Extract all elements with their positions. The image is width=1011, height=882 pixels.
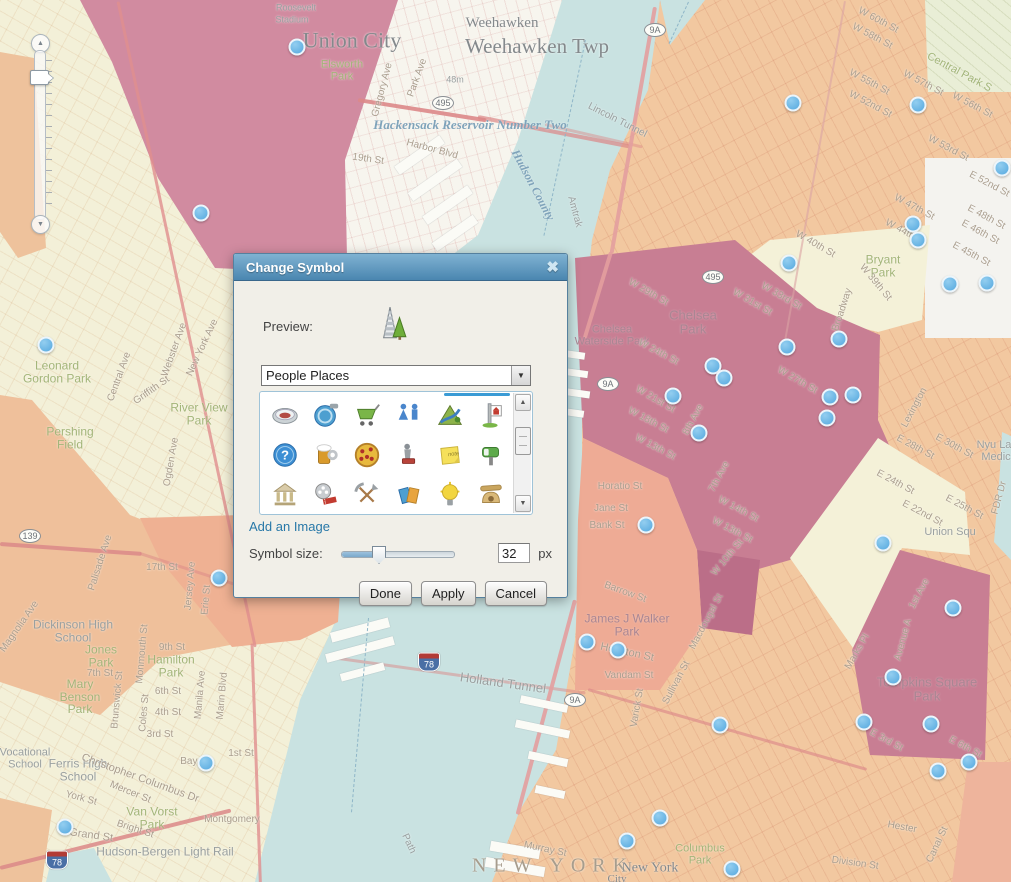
cancel-button[interactable]: Cancel: [484, 581, 547, 606]
map-marker[interactable]: [723, 860, 741, 878]
chevron-down-icon[interactable]: ▼: [511, 366, 530, 385]
symbol-size-input[interactable]: [498, 543, 530, 563]
symbol-size-slider[interactable]: [341, 546, 455, 564]
map-marker[interactable]: [944, 599, 962, 617]
map-marker[interactable]: [978, 274, 996, 292]
scrollbar-thumb[interactable]: [515, 427, 531, 455]
map-marker[interactable]: [855, 713, 873, 731]
map-marker[interactable]: [618, 832, 636, 850]
zoom-slider-ticks: [46, 60, 52, 210]
symbol-stadium-icon[interactable]: [264, 395, 305, 435]
map-marker[interactable]: [664, 387, 682, 405]
map-marker[interactable]: [197, 754, 215, 772]
symbol-grid: ? note: [264, 395, 512, 511]
map-marker[interactable]: [637, 516, 655, 534]
zoom-out-button[interactable]: ▼: [31, 215, 50, 234]
close-icon[interactable]: ✖: [546, 258, 559, 276]
symbol-real-estate-sign-icon[interactable]: [471, 395, 512, 435]
map-marker[interactable]: [609, 641, 627, 659]
map-marker[interactable]: [818, 409, 836, 427]
symbol-note-icon[interactable]: note: [429, 435, 470, 475]
symbol-idea-icon[interactable]: [429, 475, 470, 515]
map-marker[interactable]: [711, 716, 729, 734]
map-marker[interactable]: [780, 254, 798, 272]
map-marker[interactable]: [922, 715, 940, 733]
apply-button[interactable]: Apply: [421, 581, 476, 606]
slider-thumb[interactable]: [372, 546, 386, 564]
symbol-category-select[interactable]: People Places ▼: [261, 365, 531, 386]
map-marker[interactable]: [778, 338, 796, 356]
symbol-picker-list: ? note ▲ ▼: [259, 391, 533, 515]
map-marker[interactable]: [874, 534, 892, 552]
map-marker[interactable]: [210, 569, 228, 587]
dialog-buttons: Done Apply Cancel: [234, 581, 547, 606]
map-marker[interactable]: [651, 809, 669, 827]
symbol-scenic-road-icon[interactable]: [429, 395, 470, 435]
map-marker[interactable]: [844, 386, 862, 404]
svg-text:?: ?: [281, 448, 289, 463]
zoom-slider-thumb[interactable]: [30, 70, 49, 85]
symbol-telephone-icon[interactable]: [471, 475, 512, 515]
map-marker[interactable]: [56, 818, 74, 836]
symbol-shopping-cart-icon[interactable]: [347, 395, 388, 435]
symbol-size-label: Symbol size:: [249, 546, 323, 561]
map-marker[interactable]: [909, 96, 927, 114]
map-marker[interactable]: [884, 668, 902, 686]
symbol-museum-icon[interactable]: [264, 475, 305, 515]
symbol-tickets-icon[interactable]: [388, 475, 429, 515]
map-marker[interactable]: [37, 336, 55, 354]
list-scroll-indicator: [444, 393, 510, 396]
symbol-list-scrollbar: ▲ ▼: [513, 393, 531, 513]
symbol-size-unit: px: [538, 546, 552, 561]
map-marker[interactable]: [830, 330, 848, 348]
slider-fill: [342, 552, 378, 557]
symbol-category-value: People Places: [266, 368, 350, 383]
preview-symbol-icon: [371, 305, 409, 348]
map-marker[interactable]: [288, 38, 306, 56]
symbol-beer-icon[interactable]: [305, 435, 346, 475]
symbol-pizza-icon[interactable]: [347, 435, 388, 475]
map-marker[interactable]: [904, 215, 922, 233]
add-image-link[interactable]: Add an Image: [249, 519, 330, 534]
map-marker[interactable]: [821, 388, 839, 406]
symbol-size-row: Symbol size: px: [249, 543, 552, 565]
preview-label: Preview:: [263, 319, 313, 334]
scroll-up-icon[interactable]: ▲: [515, 394, 531, 411]
map-marker[interactable]: [690, 424, 708, 442]
scroll-down-icon[interactable]: ▼: [515, 495, 531, 512]
map-marker[interactable]: [909, 231, 927, 249]
minus-arrow-icon: ▼: [37, 221, 44, 228]
symbol-shower-icon[interactable]: [305, 395, 346, 435]
plus-arrow-icon: ▲: [37, 40, 44, 47]
symbol-help-icon[interactable]: ?: [264, 435, 305, 475]
dialog-titlebar[interactable]: Change Symbol ✖: [234, 254, 567, 281]
map-marker[interactable]: [715, 369, 733, 387]
symbol-cinema-icon[interactable]: [305, 475, 346, 515]
map-marker[interactable]: [784, 94, 802, 112]
map-marker[interactable]: [929, 762, 947, 780]
zoom-control: ▲ ▼: [28, 34, 54, 234]
done-button[interactable]: Done: [358, 581, 412, 606]
map-marker[interactable]: [192, 204, 210, 222]
change-symbol-dialog: Change Symbol ✖ Preview:: [233, 253, 568, 606]
map-marker[interactable]: [993, 159, 1011, 177]
map-marker[interactable]: [960, 753, 978, 771]
symbol-monument-icon[interactable]: [388, 435, 429, 475]
symbol-mining-icon[interactable]: [347, 475, 388, 515]
symbol-restroom-icon[interactable]: [388, 395, 429, 435]
dialog-title: Change Symbol: [246, 259, 345, 275]
map-marker[interactable]: [578, 633, 596, 651]
map-marker[interactable]: [941, 275, 959, 293]
map-marker[interactable]: [704, 357, 722, 375]
symbol-mailbox-icon[interactable]: [471, 435, 512, 475]
svg-text:note: note: [448, 451, 459, 458]
